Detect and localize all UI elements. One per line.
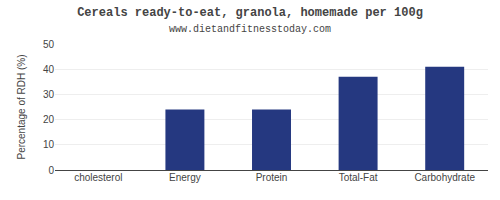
svg-text:20: 20 — [43, 114, 55, 125]
svg-text:40: 40 — [43, 64, 55, 75]
svg-text:10: 10 — [43, 139, 55, 150]
svg-text:30: 30 — [43, 89, 55, 100]
svg-text:0: 0 — [48, 165, 54, 176]
svg-text:50: 50 — [43, 39, 55, 50]
svg-text:Total-Fat: Total-Fat — [339, 172, 378, 183]
svg-text:Energy: Energy — [169, 172, 201, 183]
svg-text:Protein: Protein — [256, 172, 288, 183]
svg-text:cholesterol: cholesterol — [74, 172, 122, 183]
svg-text:Percentage of RDH (%): Percentage of RDH (%) — [16, 54, 27, 159]
svg-text:Carbohydrate: Carbohydrate — [414, 172, 475, 183]
svg-text:Cereals ready-to-eat, granola,: Cereals ready-to-eat, granola, homemade … — [77, 6, 423, 35]
